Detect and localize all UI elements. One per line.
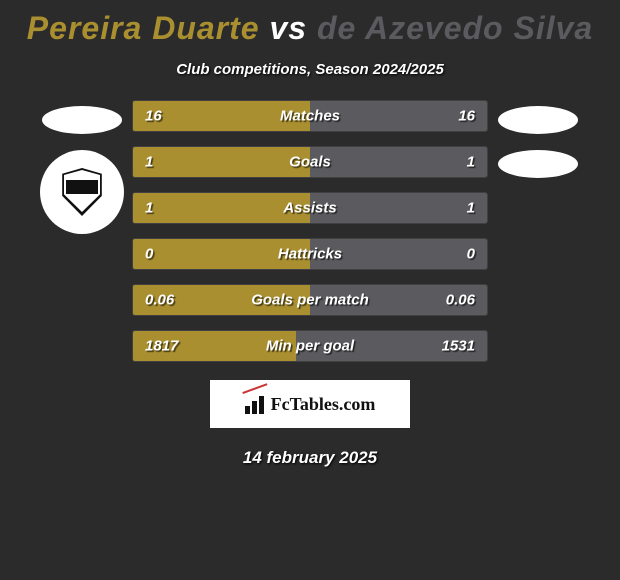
- stat-bar: 1817 1531 Min per goal: [132, 330, 488, 362]
- stat-label: Matches: [280, 108, 340, 125]
- left-badge-col: [32, 100, 132, 362]
- stat-label: Assists: [283, 200, 336, 217]
- stat-bar: 0.06 0.06 Goals per match: [132, 284, 488, 316]
- stat-value-left: 1817: [145, 338, 178, 355]
- stat-label: Goals: [289, 154, 331, 171]
- club-shield-icon: [60, 168, 104, 216]
- infographic-root: Pereira Duarte vs de Azevedo Silva Club …: [0, 0, 620, 580]
- stat-value-left: 0.06: [145, 292, 174, 309]
- stat-value-right: 16: [458, 108, 475, 125]
- right-badge-col: [488, 100, 588, 362]
- subtitle: Club competitions, Season 2024/2025: [176, 61, 444, 78]
- stat-bar: 1 1 Assists: [132, 192, 488, 224]
- stat-value-left: 1: [145, 154, 153, 171]
- stat-bar: 0 0 Hattricks: [132, 238, 488, 270]
- stat-fill-left: [133, 147, 310, 177]
- stat-label: Goals per match: [251, 292, 369, 309]
- stat-value-right: 1: [467, 200, 475, 217]
- stat-fill-right: [310, 147, 487, 177]
- comparison-title: Pereira Duarte vs de Azevedo Silva: [27, 10, 593, 47]
- stat-label: Hattricks: [278, 246, 342, 263]
- stat-value-left: 1: [145, 200, 153, 217]
- stat-bar: 16 16 Matches: [132, 100, 488, 132]
- stat-value-right: 1531: [442, 338, 475, 355]
- stat-bars: 16 16 Matches 1 1 Goals 1 1 Assists 0 0 Hattricks 0.…: [132, 100, 488, 362]
- player2-club-disc: [498, 150, 578, 178]
- stat-value-right: 1: [467, 154, 475, 171]
- barchart-icon: [245, 394, 267, 414]
- player1-club-badge: [40, 150, 124, 234]
- stat-value-right: 0.06: [446, 292, 475, 309]
- player1-name: Pereira Duarte: [27, 10, 260, 46]
- date-line: 14 february 2025: [243, 448, 377, 468]
- stat-bar: 1 1 Goals: [132, 146, 488, 178]
- source-logo: FcTables.com: [210, 380, 410, 428]
- stat-value-right: 0: [467, 246, 475, 263]
- player2-flag-disc: [498, 106, 578, 134]
- title-vs: vs: [269, 10, 307, 46]
- player2-name: de Azevedo Silva: [317, 10, 593, 46]
- stat-value-left: 0: [145, 246, 153, 263]
- player1-flag-disc: [42, 106, 122, 134]
- stat-label: Min per goal: [266, 338, 354, 355]
- stat-value-left: 16: [145, 108, 162, 125]
- logo-text: FcTables.com: [271, 394, 376, 415]
- main-row: 16 16 Matches 1 1 Goals 1 1 Assists 0 0 Hattricks 0.…: [0, 100, 620, 362]
